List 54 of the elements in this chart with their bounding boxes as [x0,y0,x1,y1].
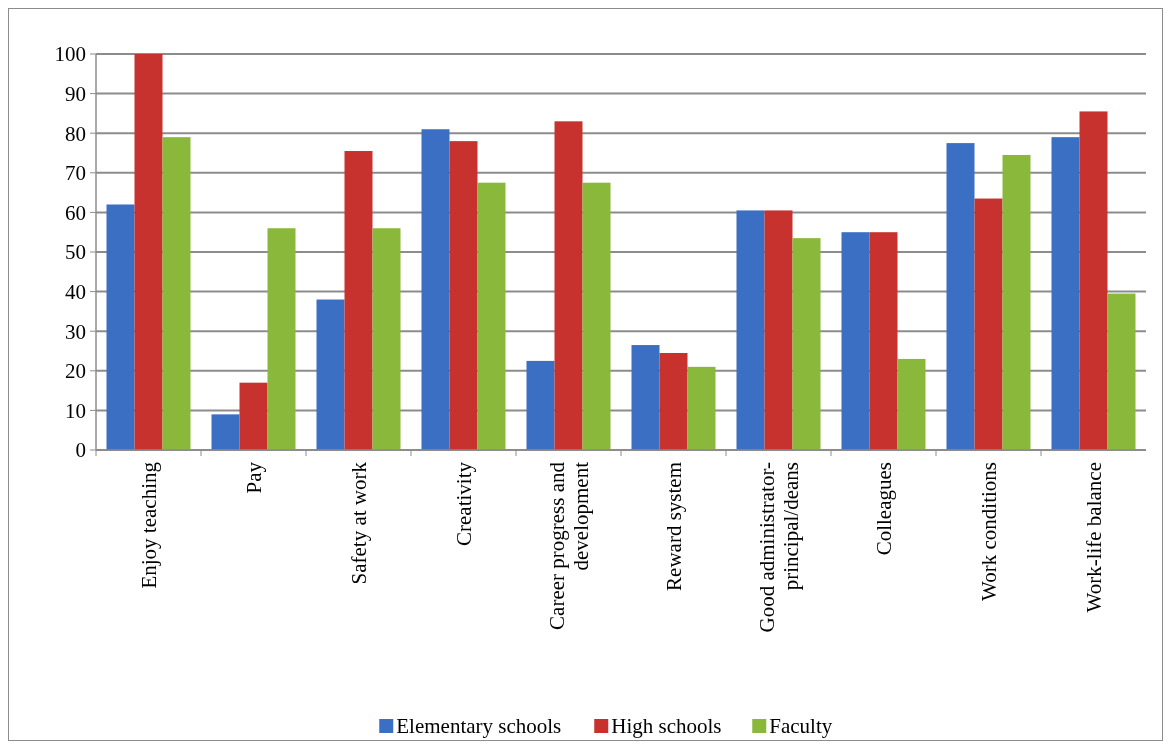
bar [792,238,821,450]
bar [421,129,450,450]
x-tick-label: Career progress and development [544,461,593,630]
bar [659,352,688,450]
bar [316,299,345,450]
bar [239,382,268,450]
x-tick-label: Colleagues [871,462,896,556]
x-tick-label: Creativity [451,461,476,546]
bar [1107,293,1136,450]
bar [631,345,660,450]
x-tick-label: Work conditions [976,462,1001,601]
y-tick-label: 50 [65,240,86,265]
bar [974,198,1003,450]
y-tick-label: 10 [65,398,86,423]
x-tick-label: Pay [241,461,266,494]
y-tick-label: 40 [65,279,86,304]
bar [764,210,793,450]
y-tick-label: 0 [75,438,86,463]
x-tick-label: Work-life balance [1081,462,1106,613]
legend-label: Faculty [769,714,833,739]
bar [344,151,373,450]
bar [1051,137,1080,450]
bar [1079,111,1108,450]
bar [267,228,296,450]
x-tick-label: Reward system [661,462,686,591]
bar [477,182,506,450]
y-tick-label: 30 [65,319,86,344]
bar [554,121,583,450]
y-tick-label: 100 [54,42,86,67]
bar [449,141,478,450]
x-tick-label: Good administrator-principal/deans [754,462,803,633]
bar [1002,154,1031,450]
bar [946,143,975,450]
bar [372,228,401,450]
bar [106,204,135,450]
y-tick-label: 70 [65,161,86,186]
x-tick-label: Enjoy teaching [136,461,161,589]
x-tick-label: Safety at work [346,461,371,585]
y-tick-label: 90 [65,81,86,106]
bar [134,54,163,450]
y-tick-label: 20 [65,359,86,384]
bar [162,137,191,450]
legend-label: Elementary schools [396,714,562,739]
bar [897,358,926,450]
bar [869,232,898,450]
bar [687,366,716,450]
bar [736,210,765,450]
bar [841,232,870,450]
bar [582,182,611,450]
y-tick-label: 80 [65,121,86,146]
legend-label: High schools [611,714,722,739]
bar [211,414,240,450]
bar [526,360,555,450]
y-tick-label: 60 [65,200,86,225]
